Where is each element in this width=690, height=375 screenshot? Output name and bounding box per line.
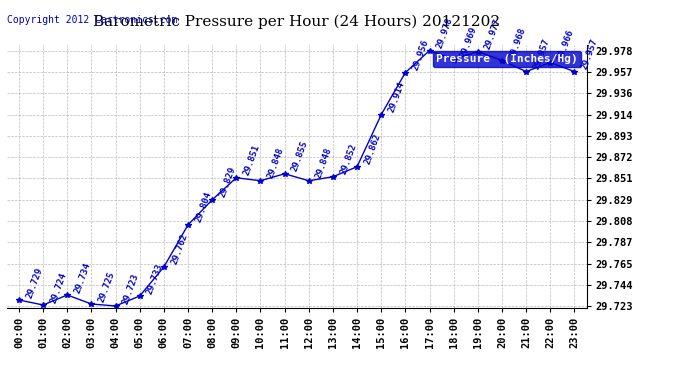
Text: 29.829: 29.829 xyxy=(218,166,237,199)
Text: 29.956: 29.956 xyxy=(411,38,431,72)
Text: 29.966: 29.966 xyxy=(556,28,575,62)
Text: 29.852: 29.852 xyxy=(339,142,358,176)
Text: Barometric Pressure per Hour (24 Hours) 20121202: Barometric Pressure per Hour (24 Hours) … xyxy=(93,15,500,29)
Text: 29.851: 29.851 xyxy=(242,144,262,177)
Text: 29.762: 29.762 xyxy=(170,233,189,266)
Text: 29.957: 29.957 xyxy=(532,38,551,71)
Text: 29.848: 29.848 xyxy=(315,147,334,180)
Text: 29.969: 29.969 xyxy=(460,26,479,59)
Text: 29.804: 29.804 xyxy=(194,190,213,224)
Text: 29.855: 29.855 xyxy=(290,140,310,173)
Text: 29.848: 29.848 xyxy=(266,147,286,180)
Text: 29.977: 29.977 xyxy=(484,17,503,51)
Text: 29.724: 29.724 xyxy=(49,271,68,304)
Text: Copyright 2012 Cartronics.com: Copyright 2012 Cartronics.com xyxy=(7,15,177,25)
Text: 29.723: 29.723 xyxy=(121,272,141,305)
Text: 29.957: 29.957 xyxy=(580,38,600,71)
Text: 29.862: 29.862 xyxy=(363,133,382,166)
Text: 29.914: 29.914 xyxy=(387,81,406,114)
Legend: Pressure  (Inches/Hg): Pressure (Inches/Hg) xyxy=(433,51,581,67)
Text: 29.729: 29.729 xyxy=(25,266,44,299)
Text: 29.978: 29.978 xyxy=(435,16,455,50)
Text: 29.725: 29.725 xyxy=(97,270,117,303)
Text: 29.968: 29.968 xyxy=(508,26,527,60)
Text: 29.734: 29.734 xyxy=(73,261,92,294)
Text: 29.733: 29.733 xyxy=(146,262,165,295)
